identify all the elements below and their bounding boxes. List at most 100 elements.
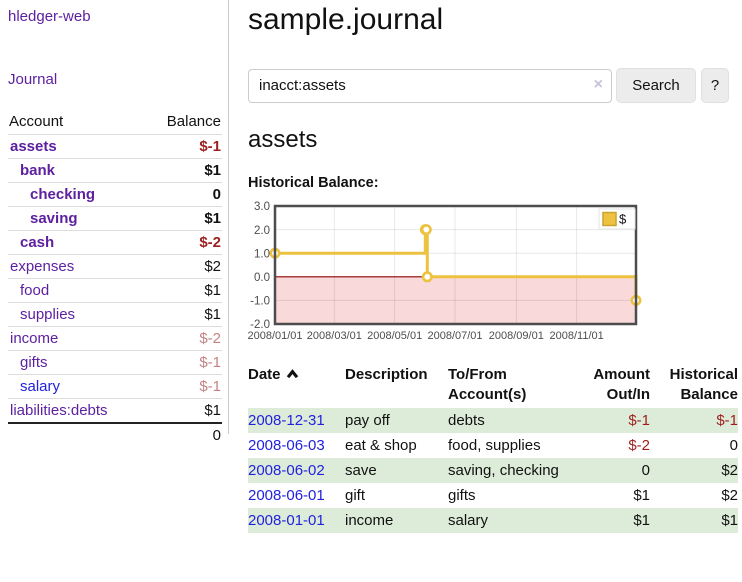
account-row: bank $1 xyxy=(8,158,222,183)
account-cell: food xyxy=(8,278,146,303)
register-accounts-cell: salary xyxy=(448,508,573,533)
account-row: salary $-1 xyxy=(8,374,222,399)
account-link-salary[interactable]: salary xyxy=(20,378,61,395)
account-link-expenses[interactable]: expenses xyxy=(10,258,75,275)
account-cell: liabilities:debts xyxy=(8,398,146,423)
register-balance-cell: $1 xyxy=(650,508,738,533)
account-cell: checking xyxy=(8,182,146,207)
amount-value: $1 xyxy=(633,487,650,504)
register-row: 2008-01-01 income salary $1 $1 xyxy=(248,508,738,533)
register-header-accounts-line2: Account(s) xyxy=(448,386,527,403)
account-row: food $1 xyxy=(8,278,222,303)
svg-text:3.0: 3.0 xyxy=(254,201,270,213)
account-link-bank[interactable]: bank xyxy=(20,162,56,179)
account-link-gifts[interactable]: gifts xyxy=(20,354,48,371)
account-balance: $-1 xyxy=(145,350,222,375)
register-header-balance-line2: Balance xyxy=(680,386,738,403)
help-button[interactable]: ? xyxy=(701,68,729,103)
main-content: sample.journal × Search ? assets Histori… xyxy=(247,0,742,533)
search-input-wrap: × xyxy=(248,68,612,103)
balance-value: $1 xyxy=(204,282,221,299)
account-link-supplies[interactable]: supplies xyxy=(20,306,76,323)
account-cell: income xyxy=(8,326,146,351)
register-amount-cell: $1 xyxy=(573,508,650,533)
accounts-total-row: 0 xyxy=(8,422,222,447)
register-balance-cell: $2 xyxy=(650,458,738,483)
accounts-header-balance: Balance xyxy=(166,113,221,130)
account-link-checking[interactable]: checking xyxy=(30,186,96,203)
account-row: assets $-1 xyxy=(8,134,222,159)
balance-value: $-2 xyxy=(199,234,221,251)
account-balance: 0 xyxy=(145,182,222,207)
balance-value: $2 xyxy=(204,258,221,275)
account-cell: cash xyxy=(8,230,146,255)
transaction-date-link[interactable]: 2008-06-01 xyxy=(248,487,325,504)
register-date-cell: 2008-06-02 xyxy=(248,458,345,483)
app-title[interactable]: hledger-web xyxy=(8,8,91,25)
historical-balance-chart: $3.0 2.0 1.0 0.0 -1.0 -2.0 2008/01/01 2008/03/0… xyxy=(247,201,642,352)
account-link-food[interactable]: food xyxy=(20,282,50,299)
accounts-header-account: Account xyxy=(9,113,64,130)
amount-value: $1 xyxy=(633,512,650,529)
register-balance-cell: 0 xyxy=(650,433,738,458)
account-balance: $1 xyxy=(145,302,222,327)
svg-text:2008/09/01: 2008/09/01 xyxy=(489,330,544,342)
accounts-table: Account Balance assets $-1 bank $1 checking 0… xyxy=(8,110,222,447)
register-accounts-cell: food, supplies xyxy=(448,437,541,454)
account-link-liabilities-debts[interactable]: liabilities:debts xyxy=(10,402,108,419)
account-cell: assets xyxy=(8,134,146,159)
transaction-date-link[interactable]: 2008-12-31 xyxy=(248,412,325,429)
svg-text:-2.0: -2.0 xyxy=(250,319,270,331)
account-balance: $1 xyxy=(145,158,222,183)
account-cell: expenses xyxy=(8,254,146,279)
balance-value: $2 xyxy=(721,487,738,504)
register-balance-cell: $2 xyxy=(650,483,738,508)
register-header-date-label: Date xyxy=(248,366,281,383)
accounts-header-row: Account Balance xyxy=(8,110,222,135)
register-amount-cell: 0 xyxy=(573,458,650,483)
balance-value: $-1 xyxy=(199,354,221,371)
svg-text:$: $ xyxy=(619,212,627,227)
transaction-date-link[interactable]: 2008-01-01 xyxy=(248,512,325,529)
account-link-assets[interactable]: assets xyxy=(10,138,57,155)
register-header-amount-line1: Amount xyxy=(593,366,650,383)
account-row: income $-2 xyxy=(8,326,222,351)
clear-search-icon[interactable]: × xyxy=(593,75,603,93)
account-balance: $-1 xyxy=(145,134,222,159)
account-link-saving[interactable]: saving xyxy=(30,210,78,227)
account-row: cash $-2 xyxy=(8,230,222,255)
register-table: Date Description To/From Account(s) Amou… xyxy=(248,364,738,533)
search-button[interactable]: Search xyxy=(616,68,696,103)
account-link-cash[interactable]: cash xyxy=(20,234,55,251)
account-cell: gifts xyxy=(8,350,146,375)
account-balance: $1 xyxy=(145,278,222,303)
register-header-amount: Amount Out/In xyxy=(573,364,650,408)
amount-value: $-2 xyxy=(628,437,650,454)
account-balance: $-2 xyxy=(145,230,222,255)
account-link-income[interactable]: income xyxy=(10,330,59,347)
account-balance: $-2 xyxy=(145,326,222,351)
balance-value: 0 xyxy=(729,437,738,454)
balance-value: $1 xyxy=(204,162,221,179)
register-row: 2008-06-02 save saving, checking 0 $2 xyxy=(248,458,738,483)
register-amount-cell: $-2 xyxy=(573,433,650,458)
transaction-date-link[interactable]: 2008-06-02 xyxy=(248,462,325,479)
svg-text:-1.0: -1.0 xyxy=(250,296,270,308)
register-accounts-cell: saving, checking xyxy=(448,458,573,483)
account-row: supplies $1 xyxy=(8,302,222,327)
register-row: 2008-12-31 pay off debts $-1 $-1 xyxy=(248,408,738,433)
account-row: liabilities:debts $1 xyxy=(8,398,222,423)
search-input[interactable] xyxy=(248,68,612,103)
account-balance: $-1 xyxy=(145,374,222,399)
account-heading: assets xyxy=(248,126,318,153)
transaction-date-link[interactable]: 2008-06-03 xyxy=(248,437,325,454)
nav-journal-link[interactable]: Journal xyxy=(8,71,58,88)
svg-text:1.0: 1.0 xyxy=(254,248,270,260)
register-header-date[interactable]: Date xyxy=(248,364,345,408)
register-header-balance-line1: Historical xyxy=(669,366,738,383)
svg-text:2008/11/01: 2008/11/01 xyxy=(550,330,604,342)
balance-value: $1 xyxy=(204,306,221,323)
account-cell: bank xyxy=(8,158,146,183)
account-cell: saving xyxy=(8,206,146,231)
